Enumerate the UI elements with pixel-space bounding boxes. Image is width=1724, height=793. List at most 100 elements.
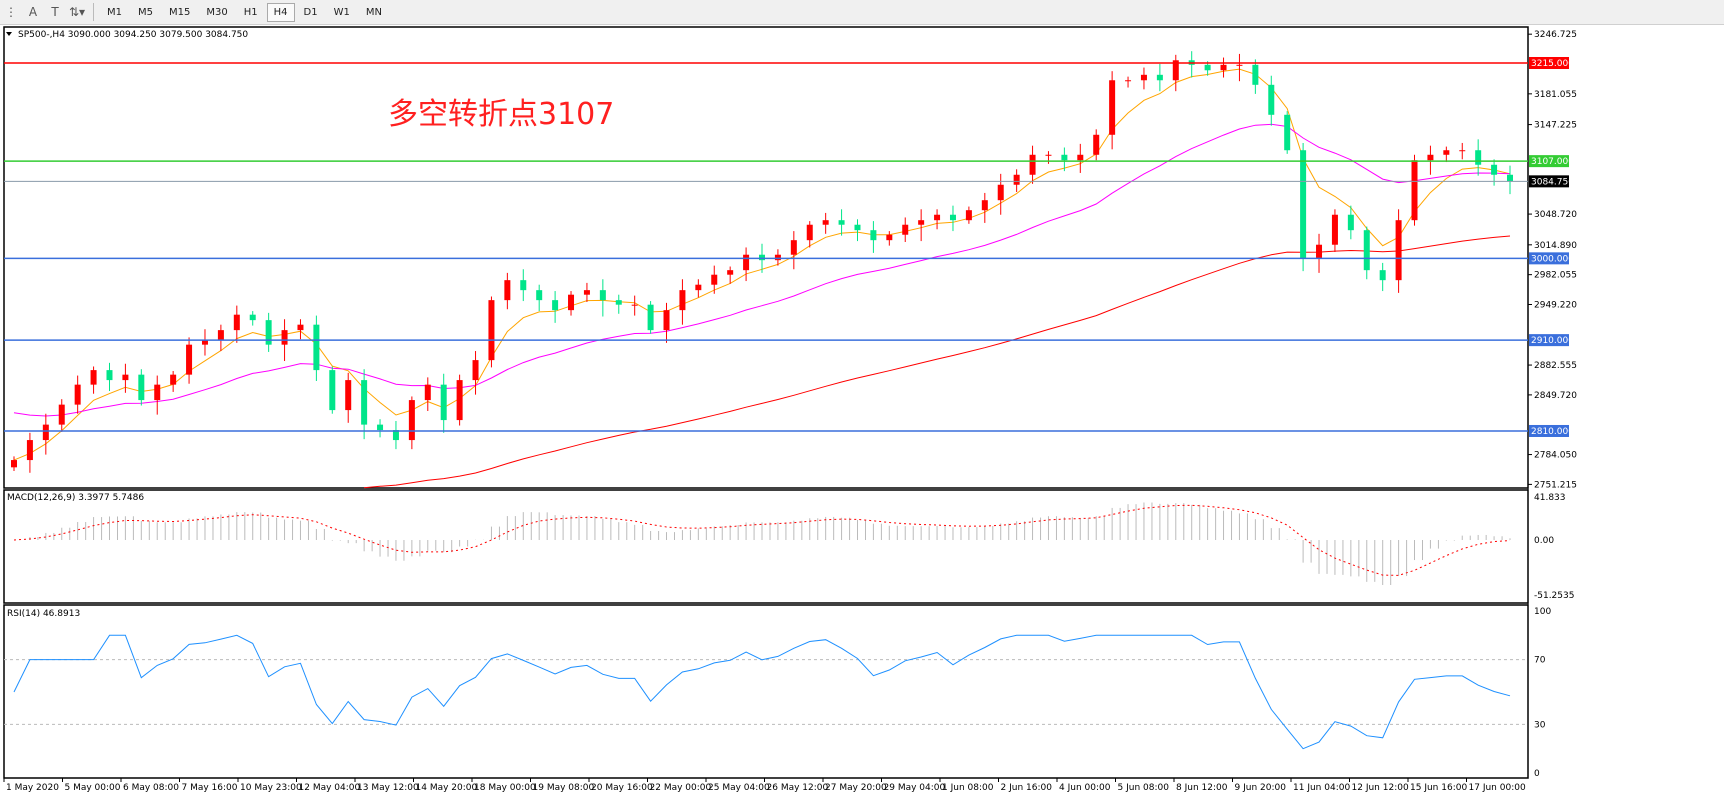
timeframe-m30[interactable]: M30 [206, 6, 228, 18]
candle [934, 209, 941, 230]
candle-body [1395, 220, 1402, 281]
candle-body [1061, 154, 1068, 161]
level-tag-label: 3107.000 [1531, 157, 1574, 167]
candle [1507, 165, 1513, 195]
candle-body [26, 440, 33, 461]
candle [886, 231, 893, 246]
candle [981, 192, 988, 223]
candle [1363, 226, 1370, 280]
candle [902, 217, 909, 242]
candle [1172, 54, 1179, 92]
time-axis-label: 26 May 12:00 [767, 783, 829, 793]
candle-body [520, 280, 527, 291]
candle [1220, 57, 1227, 78]
candle-body [695, 284, 702, 291]
candle [504, 272, 511, 310]
price-axis-label: 2949.220 [1534, 300, 1577, 310]
candle [313, 315, 320, 382]
price-axis-label: 2982.055 [1534, 271, 1577, 281]
candle-body [329, 370, 336, 411]
candle [727, 266, 734, 284]
candle [1331, 209, 1338, 252]
time-axis-label: 18 May 00:00 [474, 783, 536, 793]
candle-body [1077, 154, 1084, 161]
timeframe-m5[interactable]: M5 [138, 6, 153, 18]
candle [631, 295, 638, 316]
candle-body [488, 300, 495, 361]
time-axis-label: 7 May 16:00 [182, 783, 238, 793]
candle [26, 432, 33, 473]
time-axis-label: 1 Jun 08:00 [942, 783, 994, 793]
candle-body [536, 290, 543, 301]
timeframe-mn[interactable]: MN [365, 6, 382, 18]
candle [1140, 67, 1147, 90]
candle-body [440, 384, 447, 421]
timeframe-w1[interactable]: W1 [333, 6, 350, 18]
price-axis-label: 2849.720 [1534, 391, 1577, 401]
candle-body [377, 424, 384, 431]
rsi-line [13, 634, 1511, 750]
candle [201, 329, 208, 356]
timeframe-m1[interactable]: M1 [107, 6, 122, 18]
candle [615, 294, 622, 314]
candle [774, 249, 781, 266]
arrows-icon[interactable]: ⇅▾ [68, 5, 86, 19]
candle-body [122, 374, 129, 381]
timeframe-d1[interactable]: D1 [303, 6, 318, 18]
candle [1475, 139, 1482, 176]
candle-body [1109, 80, 1116, 135]
candle [1459, 142, 1466, 160]
candle [568, 291, 575, 316]
candle-body [1252, 64, 1259, 85]
rsi-panel [3, 604, 1529, 779]
rsi-axis-label: 30 [1534, 720, 1546, 730]
candle-body [297, 324, 304, 331]
candle-body [727, 270, 734, 275]
candle-body [1172, 60, 1179, 81]
text-icon[interactable]: A [28, 5, 38, 19]
period-separator-icon[interactable]: ⋮ [5, 5, 17, 19]
time-axis-label: 12 Jun 12:00 [1352, 783, 1409, 793]
time-axis-label: 2 Jun 16:00 [1001, 783, 1053, 793]
candle [1045, 151, 1052, 164]
current-price-tag [1529, 175, 1569, 188]
level-tag-label: 3215.000 [1531, 59, 1574, 69]
time-axis-label: 29 May 04:00 [884, 783, 946, 793]
candle [806, 221, 813, 248]
candle [42, 413, 49, 455]
candle-body [154, 384, 161, 401]
candle-body [743, 254, 750, 271]
text-label-icon[interactable]: T [51, 5, 59, 19]
time-axis-label: 8 Jun 12:00 [1176, 783, 1228, 793]
candle [74, 375, 81, 414]
candle [11, 456, 17, 471]
candle-body [504, 280, 511, 301]
candle-body [1331, 214, 1338, 245]
candle-body [186, 344, 193, 375]
candle-body [265, 320, 272, 345]
timeframe-m15[interactable]: M15 [169, 6, 191, 18]
rsi-header: RSI(14) 46.8913 [7, 609, 80, 619]
candle [1284, 111, 1291, 154]
timeframe-h1[interactable]: H1 [243, 6, 258, 18]
candle-body [345, 380, 352, 411]
candle [249, 311, 256, 326]
candle-body [456, 380, 463, 421]
chart-header: SP500-,H4 3090.000 3094.250 3079.500 308… [18, 30, 248, 40]
candle-body [965, 210, 972, 221]
candle-body [1507, 174, 1513, 182]
candle-body [11, 460, 17, 468]
candle-body [74, 384, 81, 405]
candle [440, 373, 447, 433]
candle [1379, 262, 1386, 292]
candle [265, 312, 272, 352]
level-tag [1529, 424, 1569, 437]
candle-body [631, 304, 638, 306]
collapse-triangle-icon[interactable] [6, 32, 12, 36]
candle-body [663, 310, 670, 331]
candle-body [997, 184, 1004, 201]
timeframe-h4[interactable]: H4 [266, 2, 295, 22]
candle [965, 206, 972, 224]
candle [186, 337, 193, 384]
